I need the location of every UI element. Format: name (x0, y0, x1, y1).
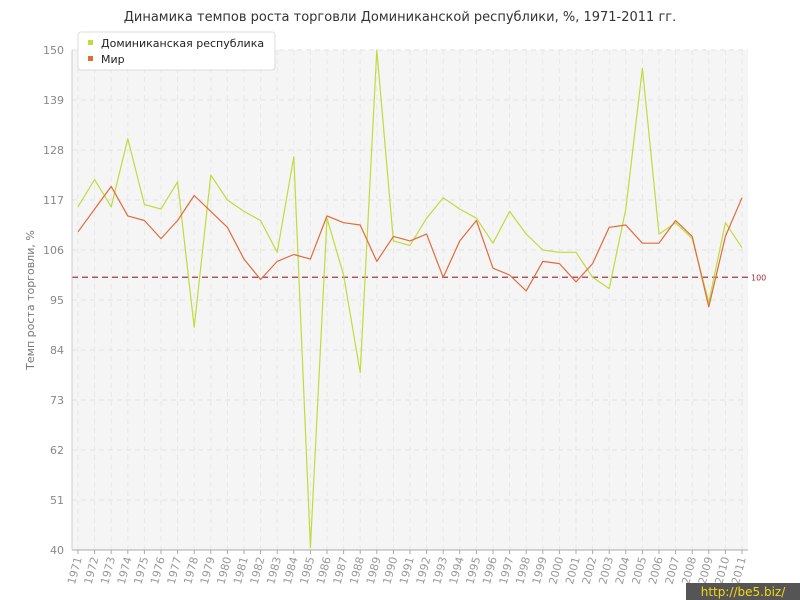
series-group (77, 49, 743, 549)
y-tick-label: 95 (50, 294, 64, 307)
legend[interactable]: Доминиканская республика Мир (77, 31, 276, 71)
legend-swatch-dominican-republic (88, 40, 93, 45)
y-tick-label: 62 (50, 444, 64, 457)
x-tick-labels: 1971197219731974197519761977197819791980… (65, 555, 749, 585)
y-tick-label: 40 (50, 544, 64, 557)
axes (71, 50, 748, 551)
x-tick-label: 2011 (729, 555, 749, 585)
watermark-link[interactable]: http://be5.biz/ (701, 585, 786, 599)
grid (72, 49, 748, 554)
chart-title: Динамика темпов роста торговли Доминикан… (124, 10, 677, 25)
series-line-dominican-republic[interactable] (77, 49, 743, 549)
y-tick-label: 106 (43, 244, 64, 257)
watermark-background (686, 583, 800, 600)
y-tick-label: 128 (43, 144, 64, 157)
watermark[interactable]: http://be5.biz/ (686, 583, 800, 600)
y-tick-label: 150 (43, 44, 64, 57)
series-line-world[interactable] (77, 185, 743, 308)
y-tick-label: 84 (50, 344, 64, 357)
y-axis-label: Темп роста торговли, % (24, 230, 37, 371)
y-tick-label: 139 (43, 94, 64, 107)
y-tick-label: 73 (50, 394, 64, 407)
legend-box (77, 31, 276, 71)
y-tick-label: 117 (43, 194, 64, 207)
legend-label-world[interactable]: Мир (101, 53, 125, 66)
legend-label-dominican-republic[interactable]: Доминиканская республика (101, 37, 264, 50)
y-tick-labels: 40 51 62 73 84 95 106 117 128 139 150 (43, 44, 64, 557)
y-tick-label: 51 (50, 494, 64, 507)
legend-swatch-world (88, 56, 93, 61)
reference-line-group: 100 (72, 273, 766, 282)
reference-line-label: 100 (751, 273, 766, 282)
